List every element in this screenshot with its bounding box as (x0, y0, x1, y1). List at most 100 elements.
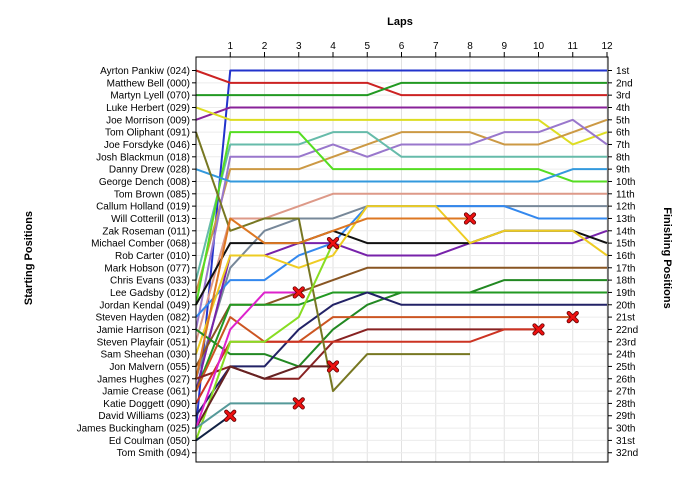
finishing-label: 18th (616, 276, 635, 287)
driver-line (195, 217, 470, 379)
finishing-label: 13th (616, 214, 635, 225)
driver-line (195, 242, 334, 441)
finishing-label: 30th (616, 424, 635, 435)
x-tick-label: 5 (364, 41, 370, 52)
finishing-label: 25th (616, 362, 635, 373)
finishing-label: 23rd (616, 337, 636, 348)
right-axis-title: Finishing Positions (661, 207, 673, 308)
x-tick-label: 9 (501, 41, 507, 52)
finishing-label: 16th (616, 251, 635, 262)
starting-label: Tom Brown (085) (114, 189, 190, 200)
starting-position-labels: Ayrton Pankiw (024)Matthew Bell (000) Mar… (77, 66, 190, 459)
red-x-icon (532, 323, 545, 336)
starting-label: Joe Forsdyke (046) (104, 140, 190, 151)
finishing-label: 26th (616, 374, 635, 385)
driver-line (195, 131, 607, 281)
finishing-position-labels: 1st2nd3rd4th5th6th7th8th9th10th11th12th1… (616, 66, 638, 459)
finishing-label: 7th (616, 140, 630, 151)
starting-label: Will Cotterill (013) (111, 214, 190, 225)
x-tick-label: 11 (568, 41, 579, 52)
finishing-label: 6th (616, 128, 630, 139)
starting-label: Sam Sheehan (030) (100, 350, 190, 361)
finishing-label: 17th (616, 263, 635, 274)
starting-label: Ayrton Pankiw (024) (100, 66, 190, 77)
finishing-label: 20th (616, 300, 635, 311)
starting-label: James Buckingham (025) (77, 424, 190, 435)
grid (196, 57, 608, 462)
starting-label: Danny Drew (028) (109, 165, 190, 176)
starting-label: Rob Carter (010) (115, 251, 190, 262)
finishing-label: 4th (616, 103, 630, 114)
driver-line (195, 118, 608, 293)
finishing-label: 19th (616, 288, 635, 299)
starting-label: David Williams (023) (98, 411, 190, 422)
finishing-label: 11th (616, 189, 635, 200)
driver-line (195, 131, 607, 305)
x-tick-label: 4 (330, 41, 336, 52)
retirement-markers (224, 212, 579, 422)
finishing-label: 12th (616, 202, 635, 213)
starting-label: Tom Smith (094) (117, 448, 190, 459)
finishing-label: 2nd (616, 78, 633, 89)
finishing-label: 5th (616, 115, 630, 126)
starting-label: Matthew Bell (000) (107, 78, 190, 89)
left-axis-title: Starting Positions (23, 211, 35, 305)
driver-line (195, 106, 607, 121)
finishing-label: 27th (616, 387, 635, 398)
x-tick-label: 6 (399, 41, 405, 52)
starting-label: Lee Gadsby (012) (110, 288, 190, 299)
finishing-label: 24th (616, 350, 635, 361)
starting-label: Luke Herbert (029) (106, 103, 190, 114)
finishing-label: 15th (616, 239, 635, 250)
red-x-icon (292, 397, 305, 410)
starting-label: Jon Malvern (055) (109, 362, 190, 373)
starting-label: Chris Evans (033) (110, 276, 190, 287)
starting-label: Josh Blackmun (018) (96, 152, 190, 163)
driver-line (195, 168, 607, 183)
red-x-icon (326, 360, 340, 373)
finishing-label: 32nd (616, 448, 638, 459)
red-x-icon (566, 311, 579, 324)
starting-label: Zak Roseman (011) (102, 226, 190, 237)
x-tick-label: 12 (601, 41, 613, 52)
x-tick-label: 10 (533, 41, 545, 52)
finishing-label: 3rd (616, 91, 630, 102)
starting-label: Callum Holland (019) (96, 202, 190, 213)
x-tick-labels: 1 2 3 4 5 6 7 8 9 10 11 12 (227, 41, 613, 52)
series-lines (195, 69, 608, 442)
driver-line (195, 69, 607, 97)
finishing-label: 29th (616, 411, 635, 422)
finishing-label: 10th (616, 177, 635, 188)
tick-marks (192, 52, 612, 454)
starting-label: James Hughes (027) (97, 374, 190, 385)
starting-label: Tom Oliphant (091) (105, 128, 190, 139)
x-tick-label: 2 (262, 41, 268, 52)
finishing-label: 8th (616, 152, 630, 163)
starting-label: Joe Morrison (009) (106, 115, 190, 126)
x-tick-label: 3 (296, 41, 302, 52)
driver-line (195, 69, 607, 429)
starting-label: Martyn Lyell (070) (110, 91, 190, 102)
finishing-label: 22nd (616, 325, 638, 336)
red-x-icon (292, 286, 305, 299)
finishing-label: 14th (616, 226, 635, 237)
starting-label: Katie Doggett (090) (103, 399, 190, 410)
driver-line (196, 81, 607, 97)
starting-label: Steven Hayden (082) (95, 313, 190, 324)
driver-line (195, 291, 607, 417)
finishing-label: 31st (616, 436, 635, 447)
finishing-label: 9th (616, 165, 630, 176)
x-axis-title: Laps (387, 16, 413, 28)
driver-line (195, 205, 608, 355)
starting-label: Mark Hobson (077) (104, 263, 190, 274)
driver-line (195, 118, 608, 330)
starting-label: Jamie Crease (061) (102, 387, 190, 398)
red-x-icon (463, 212, 477, 225)
starting-label: Steven Playfair (051) (97, 337, 190, 348)
driver-line (195, 402, 299, 429)
x-tick-label: 7 (433, 41, 439, 52)
driver-line (195, 291, 607, 392)
finishing-label: 21st (616, 313, 635, 324)
